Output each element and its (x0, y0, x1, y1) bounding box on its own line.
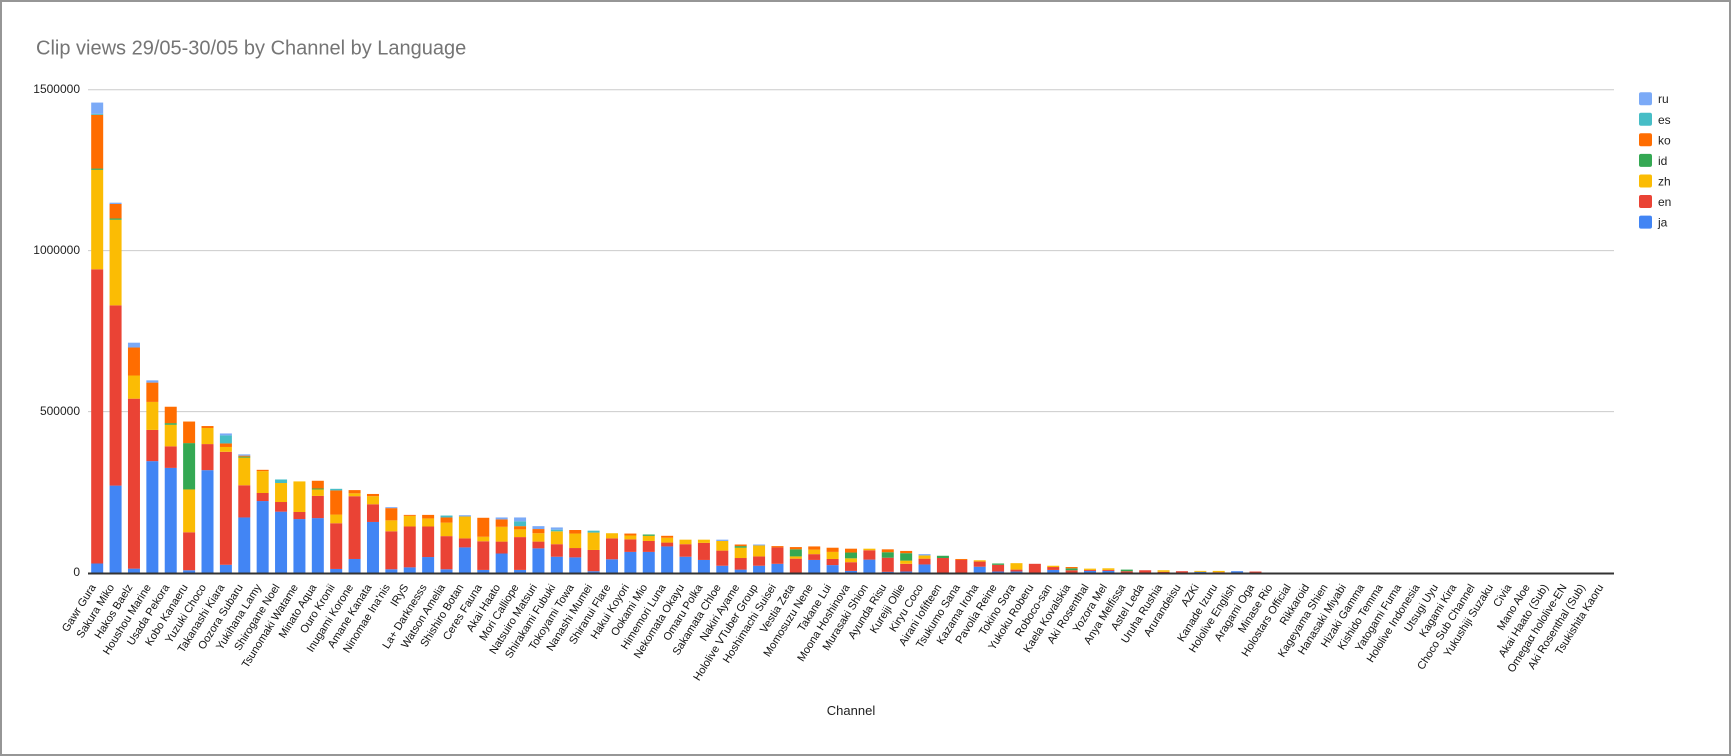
svg-text:ko: ko (1658, 133, 1671, 147)
svg-text:0: 0 (73, 565, 80, 579)
svg-text:id: id (1658, 154, 1667, 168)
svg-text:1000000: 1000000 (33, 243, 80, 257)
svg-text:ru: ru (1658, 92, 1669, 106)
svg-text:500000: 500000 (40, 404, 80, 418)
svg-text:ja: ja (1657, 216, 1668, 230)
svg-text:Channel: Channel (827, 703, 876, 718)
svg-text:1500000: 1500000 (33, 82, 80, 96)
svg-text:Clip views 29/05-30/05 by Chan: Clip views 29/05-30/05 by Channel by Lan… (36, 38, 466, 60)
svg-text:en: en (1658, 195, 1671, 209)
svg-text:zh: zh (1658, 175, 1671, 189)
svg-text:es: es (1658, 113, 1671, 127)
